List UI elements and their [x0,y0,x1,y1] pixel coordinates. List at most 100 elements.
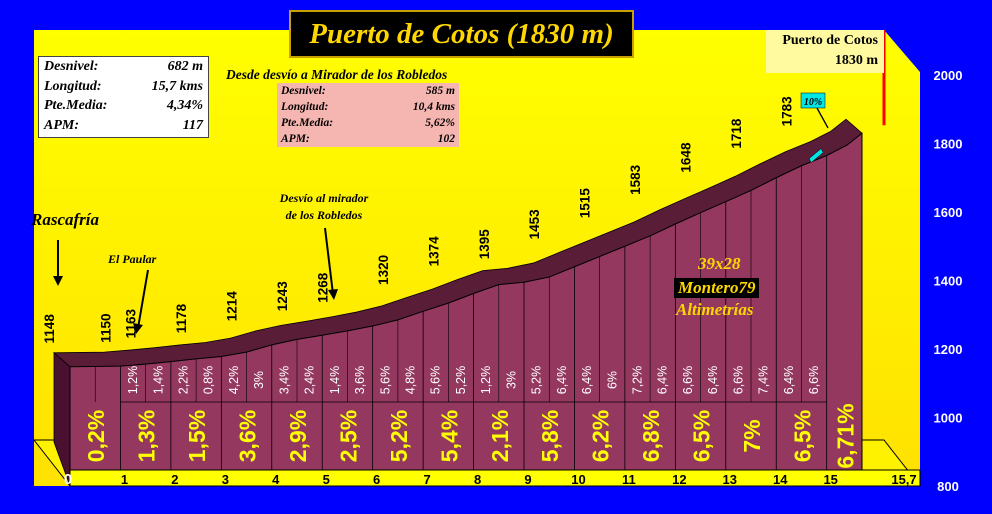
halfkm-grade-label: 1,2% [126,366,140,395]
summit-name: Puerto de Cotos [782,33,878,48]
steep-marker-label: 10% [804,97,822,108]
km-grade-label: 0,2% [83,410,109,462]
altitude-label: 1374 [426,236,441,267]
altitude-label: 1243 [275,281,290,312]
halfkm-grade-label: 1,2% [479,366,493,395]
halfkm-grade-label: 1,4% [328,366,342,395]
km-tick-label: 10 [571,472,585,487]
halfkm-grade-label: 6% [605,371,619,389]
credit-size: 39x28 [698,254,741,273]
steep-marker-arrow [816,107,829,129]
km-tick-label: 3 [222,472,229,487]
el-paular-arrow-head [133,323,143,334]
halfkm-grade-label: 6,4% [656,366,670,395]
rascafria-arrow-head [53,276,63,286]
halfkm-grade-label: 6,6% [681,366,695,395]
halfkm-grade-label: 6,6% [731,366,745,395]
halfkm-grade-label: 7,2% [631,366,645,395]
stats-row-apm: APM: 117 [44,117,203,133]
km-tick-label: 14 [773,472,788,487]
km-grade-label: 2,5% [335,410,361,462]
km-grade-label: 6,5% [789,410,815,462]
km-grade-label: 6,8% [638,410,664,462]
y-tick-label: 1600 [934,205,963,220]
km-tick-label: 0 [64,471,72,488]
summit-label: Puerto de Cotos 1830 m [766,30,884,73]
y-tick-label: 800 [937,479,959,494]
credit-author: Montero79 [674,278,760,298]
halfkm-grade-label: 6,4% [782,366,796,395]
steep-marker-badge [800,92,826,109]
km-tick-label: 11 [622,472,636,487]
km-tick-label: 8 [474,472,481,487]
stats-row-desnivel: Desnivel: 682 m [44,59,203,74]
km-tick-label: 9 [524,472,531,487]
halfkm-grade-label: 6,4% [706,366,720,395]
halfkm-grade-label: 5,6% [429,366,443,395]
altitude-label: 1453 [527,209,542,240]
halfkm-grade-label: 7,4% [757,366,771,395]
km-grade-label: 5,8% [537,410,563,462]
km-tick-label: 6 [373,472,380,487]
altitude-label: 1783 [779,96,794,127]
km-grade-label: 6,2% [588,410,614,462]
place-rascafria: Rascafría [31,210,99,229]
halfkm-grade-label: 4,2% [227,366,241,395]
y-tick-label: 2000 [934,68,963,83]
km-tick-label: 2 [171,472,178,487]
halfkm-grade-label: 5,6% [378,366,392,395]
km-tick-label: 4 [272,472,280,487]
altitude-label: 1648 [679,142,694,173]
altitude-label: 1148 [42,314,57,344]
km-grade-label: 1,3% [134,410,160,462]
y-tick-label: 1800 [934,137,963,152]
sub-row-pte-media: Pte.Media: 5,62% [281,117,455,129]
halfkm-grade-label: 4,8% [404,366,418,395]
altitude-label: 1178 [174,303,189,333]
km-grade-label: 2,9% [285,410,311,462]
halfkm-grade-label: 5,2% [454,366,468,395]
km-grade-label: 3,6% [235,410,261,462]
desvio-arrow [324,227,334,295]
km-tick-label: 1 [121,472,128,487]
y-tick-label: 1200 [934,342,963,357]
km-tick-label: 5 [323,472,330,487]
km-axis-bar [69,469,921,487]
halfkm-grade-label: 2,4% [303,366,317,395]
el-paular-arrow [137,269,149,329]
sub-section-title: Desde desvío a Mirador de los Robledos [226,67,448,82]
km-grade-label: 6,5% [689,410,715,462]
km-tick-label: 7 [424,472,431,487]
halfkm-grade-label: 3% [504,371,518,389]
sub-section-stats: Desnivel: 585 m Longitud: 10,4 kms Pte.Med… [277,83,459,147]
km-grade-label: 7% [739,419,765,452]
km-tick-label: 12 [672,472,686,487]
sub-row-apm: APM: 102 [281,133,455,145]
page-title: Puerto de Cotos (1830 m) [289,10,634,58]
km-tick-label: 13 [723,472,737,487]
km-grade-label: 5,4% [436,410,462,462]
halfkm-grade-label: 6,4% [580,366,594,395]
place-el-paular: El Paular [108,252,157,266]
km-grade-label: 1,5% [184,410,210,462]
altitude-label: 1320 [376,255,391,285]
altitude-label: 1150 [98,313,113,342]
altitude-label: 1718 [729,118,744,149]
credit-site: Altimetrías [676,300,754,319]
km-grade-label: 2,1% [487,410,513,462]
summit-altitude: 1830 m [834,53,878,68]
km-tick-label: 15,7 [891,472,916,487]
stats-row-pte-media: Pte.Media: 4,34% [44,98,203,113]
y-tick-label: 1000 [934,411,963,426]
altitude-label: 1395 [477,229,492,260]
sub-row-longitud: Longitud: 10,4 kms [281,101,455,113]
altitude-label: 1268 [315,272,330,303]
km-tick-label: 15 [823,472,837,487]
altitude-label: 1163 [124,309,139,339]
y-tick-label: 1400 [934,274,963,289]
altitude-label: 1515 [578,188,593,219]
place-desvio-mirador: Desvío al mirador de los Robledos [279,191,369,222]
desvio-arrow-head [328,289,338,300]
halfkm-grade-label: 2,2% [177,366,191,395]
